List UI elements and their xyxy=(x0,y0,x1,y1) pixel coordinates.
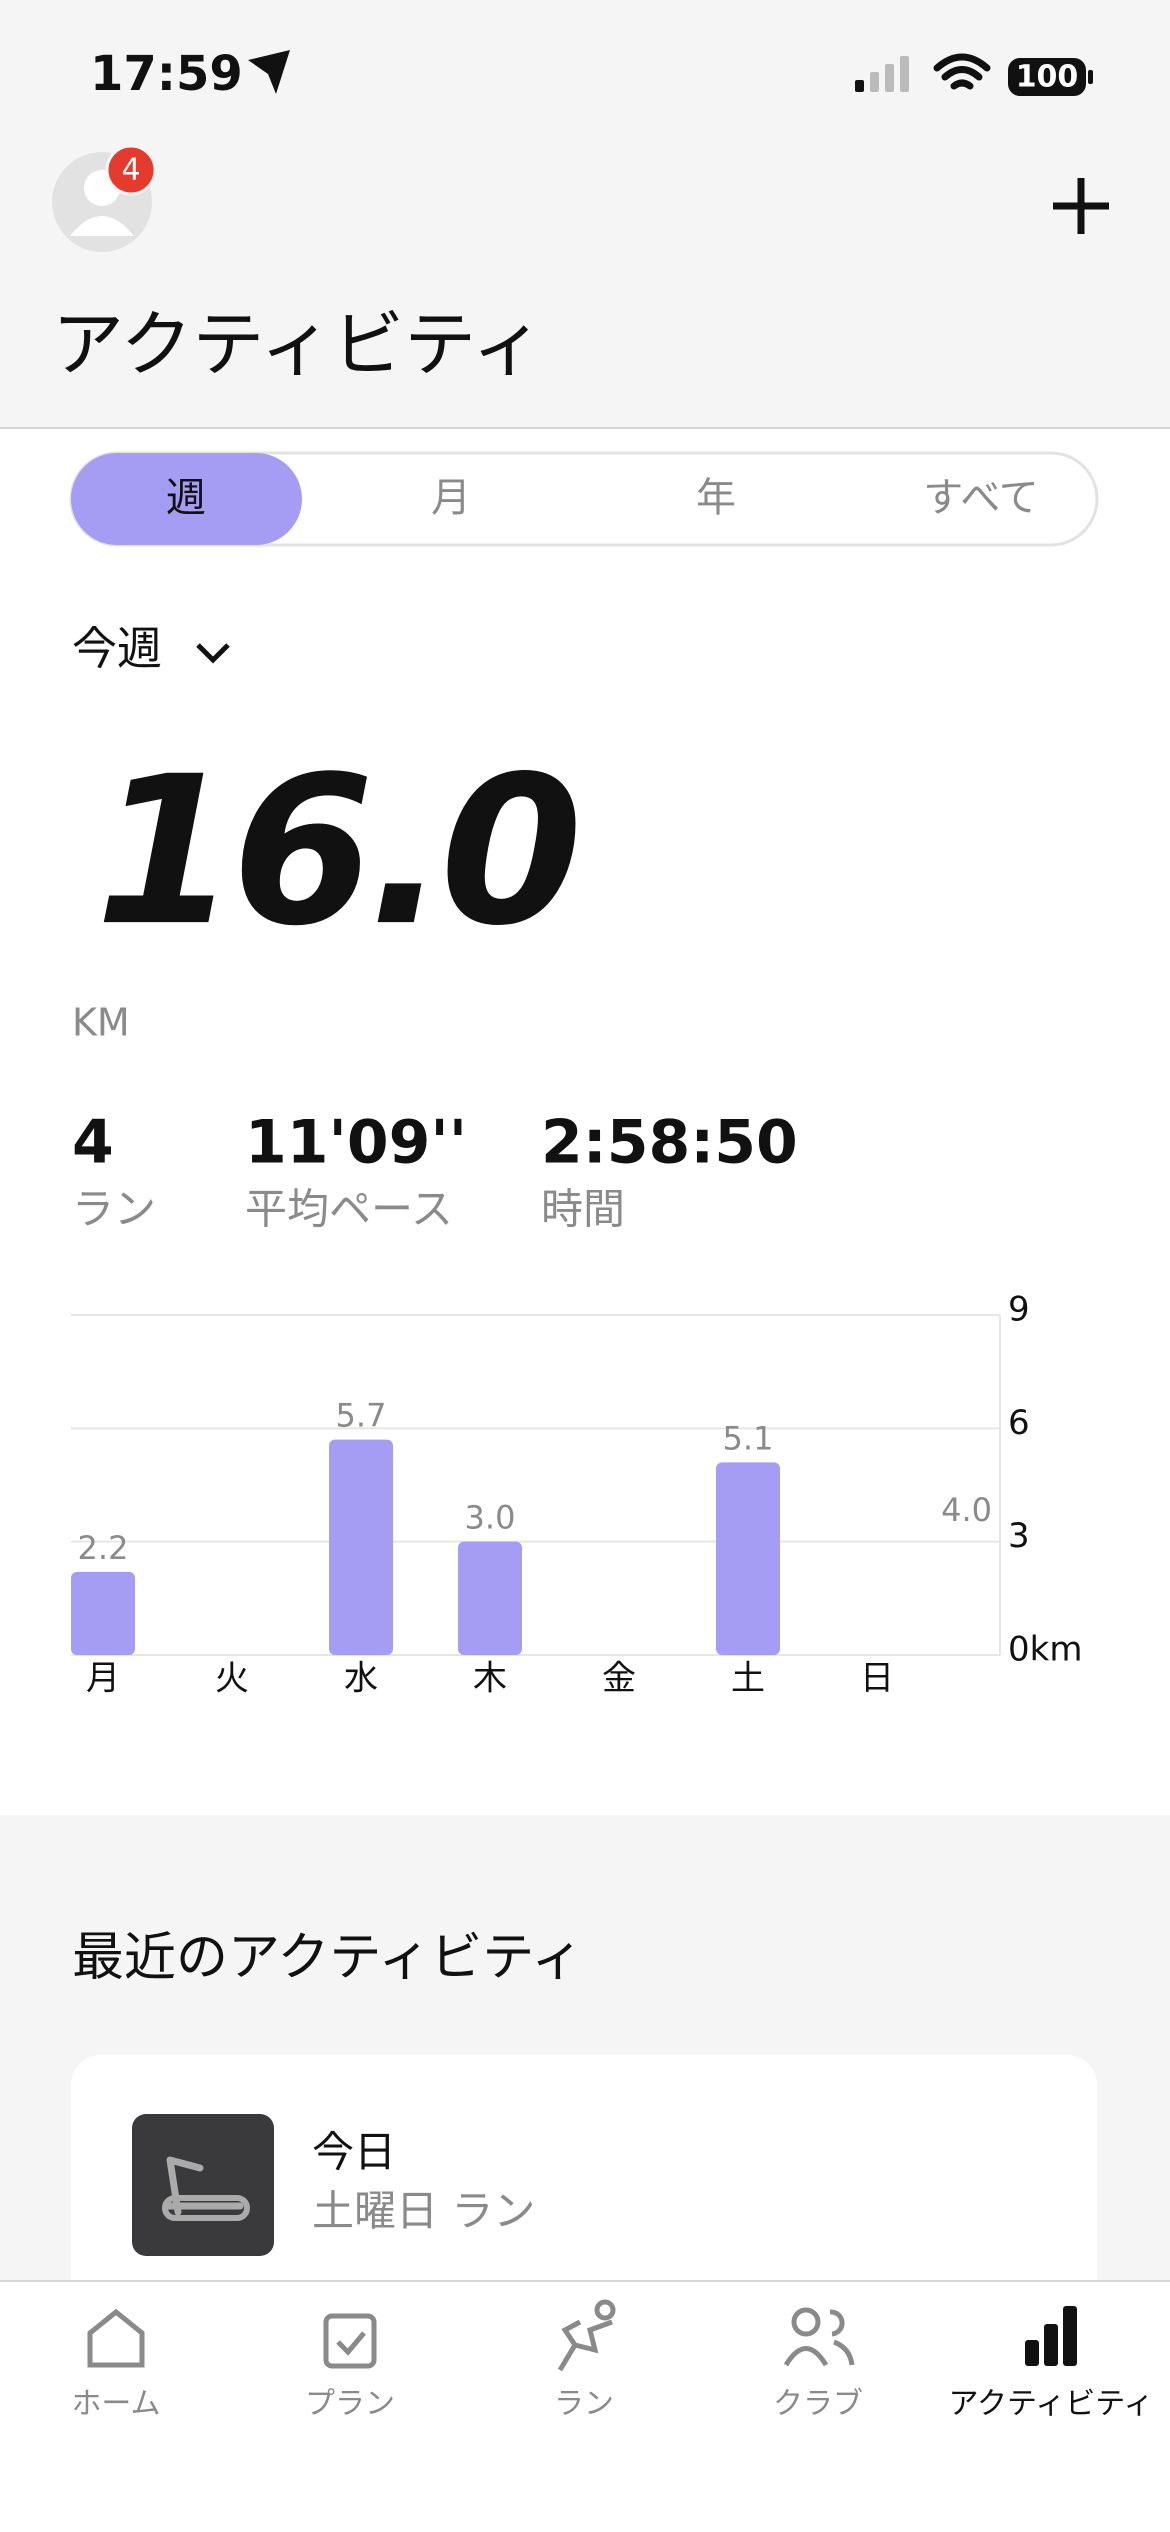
average-label: 4.0 xyxy=(941,1491,992,1529)
battery-level: 100 xyxy=(1016,60,1079,95)
x-tick-label: 水 xyxy=(344,1659,378,1699)
x-tick-label: 金 xyxy=(602,1659,636,1699)
tab-bar-label[interactable]: プラン xyxy=(305,2387,395,2422)
home-icon xyxy=(87,2308,145,2368)
segment-tab[interactable]: 月 xyxy=(431,475,471,521)
club-icon-2 xyxy=(783,2309,855,2367)
x-tick-label: 月 xyxy=(86,1659,120,1699)
value-label: 5.1 xyxy=(723,1419,774,1457)
treadmill-icon xyxy=(164,2156,244,2216)
tab-bar xyxy=(0,2281,1170,2532)
club-icon xyxy=(791,2307,821,2337)
bar xyxy=(329,1439,393,1655)
stat-label: 時間 xyxy=(541,1185,625,1234)
tab-bar-label[interactable]: アクティビティ xyxy=(949,2387,1154,2422)
x-tick-label: 火 xyxy=(215,1659,249,1699)
tab-icons xyxy=(87,2299,855,2372)
stat-label: ラン xyxy=(72,1185,156,1234)
wifi-icon xyxy=(933,53,991,90)
stat-value: 11'09'' xyxy=(245,1108,467,1178)
recent-title: 最近のアクティビティ xyxy=(72,1928,583,1988)
segment-tab[interactable]: 年 xyxy=(696,475,736,521)
run-icon xyxy=(557,2319,613,2372)
plan-icon xyxy=(323,2313,377,2369)
badge xyxy=(105,144,157,196)
tab-bar-label[interactable]: ホーム xyxy=(71,2387,160,2422)
treadmill-icon-bg xyxy=(132,2114,274,2256)
activity-date: 今日 xyxy=(312,2128,396,2177)
segment-tab[interactable]: 週 xyxy=(166,475,206,521)
battery-icon xyxy=(1008,58,1086,96)
bar xyxy=(458,1541,522,1655)
x-tick-label: 木 xyxy=(473,1659,507,1699)
y-tick-label: 9 xyxy=(1008,1290,1030,1330)
stat-value: 2:58:50 xyxy=(541,1108,798,1178)
segment-selected xyxy=(71,453,302,545)
distance-total: 16.0 xyxy=(95,733,577,971)
run-head xyxy=(594,2299,616,2321)
tab-bar-label[interactable]: ラン xyxy=(554,2387,614,2422)
period-selector[interactable]: 今週 xyxy=(72,622,162,675)
activity-description: 土曜日 ラン xyxy=(312,2187,535,2236)
distance-unit: KM xyxy=(72,1001,130,1045)
bar xyxy=(716,1462,780,1655)
treadmill-belt xyxy=(162,2195,250,2221)
tab-bar-label[interactable]: クラブ xyxy=(773,2387,863,2422)
value-label: 3.0 xyxy=(465,1499,516,1537)
y-tick-label: 0km xyxy=(1008,1630,1082,1670)
activity-icon xyxy=(1025,2306,1077,2366)
chevron-icon xyxy=(196,643,230,664)
segment-tab[interactable]: すべて xyxy=(923,475,1039,521)
status-time: 17:59 xyxy=(90,46,243,102)
y-tick-label: 6 xyxy=(1008,1403,1030,1443)
x-tick-label: 土 xyxy=(731,1659,765,1699)
signal-icon xyxy=(855,56,909,92)
x-tick-label: 日 xyxy=(860,1659,894,1699)
battery-tip xyxy=(1088,70,1093,84)
stat-value: 4 xyxy=(72,1108,114,1178)
add-button[interactable] xyxy=(1053,178,1109,234)
y-tick-label: 3 xyxy=(1008,1516,1030,1556)
bar xyxy=(71,1571,135,1655)
badge-count: 4 xyxy=(121,153,140,188)
value-label: 2.2 xyxy=(78,1529,129,1567)
stat-label: 平均ペース xyxy=(245,1185,453,1234)
location-icon xyxy=(248,50,290,94)
page-title: アクティビティ xyxy=(52,303,544,387)
plan-check xyxy=(336,2331,366,2356)
value-label: 5.7 xyxy=(336,1397,387,1435)
